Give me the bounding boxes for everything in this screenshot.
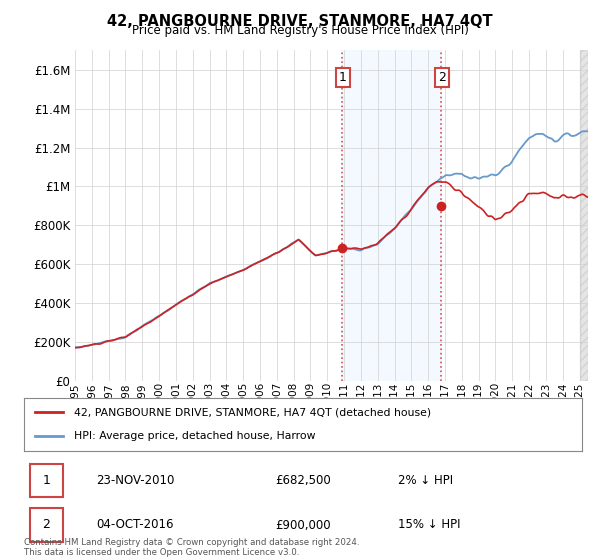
- Text: 1: 1: [43, 474, 50, 487]
- FancyBboxPatch shape: [29, 464, 63, 497]
- Text: 04-OCT-2016: 04-OCT-2016: [97, 519, 174, 531]
- Text: 2: 2: [43, 519, 50, 531]
- Text: 42, PANGBOURNE DRIVE, STANMORE, HA7 4QT (detached house): 42, PANGBOURNE DRIVE, STANMORE, HA7 4QT …: [74, 408, 431, 418]
- Text: 15% ↓ HPI: 15% ↓ HPI: [398, 519, 460, 531]
- Text: 42, PANGBOURNE DRIVE, STANMORE, HA7 4QT: 42, PANGBOURNE DRIVE, STANMORE, HA7 4QT: [107, 14, 493, 29]
- Text: Price paid vs. HM Land Registry's House Price Index (HPI): Price paid vs. HM Land Registry's House …: [131, 24, 469, 37]
- Text: £682,500: £682,500: [275, 474, 331, 487]
- Bar: [342, 50, 441, 381]
- Text: HPI: Average price, detached house, Harrow: HPI: Average price, detached house, Harr…: [74, 431, 316, 441]
- Bar: [580, 50, 588, 381]
- Text: 23-NOV-2010: 23-NOV-2010: [97, 474, 175, 487]
- FancyBboxPatch shape: [29, 508, 63, 542]
- Text: Contains HM Land Registry data © Crown copyright and database right 2024.
This d: Contains HM Land Registry data © Crown c…: [24, 538, 359, 557]
- Text: 1: 1: [339, 71, 347, 84]
- Text: 2: 2: [438, 71, 446, 84]
- Text: 2% ↓ HPI: 2% ↓ HPI: [398, 474, 453, 487]
- Text: £900,000: £900,000: [275, 519, 331, 531]
